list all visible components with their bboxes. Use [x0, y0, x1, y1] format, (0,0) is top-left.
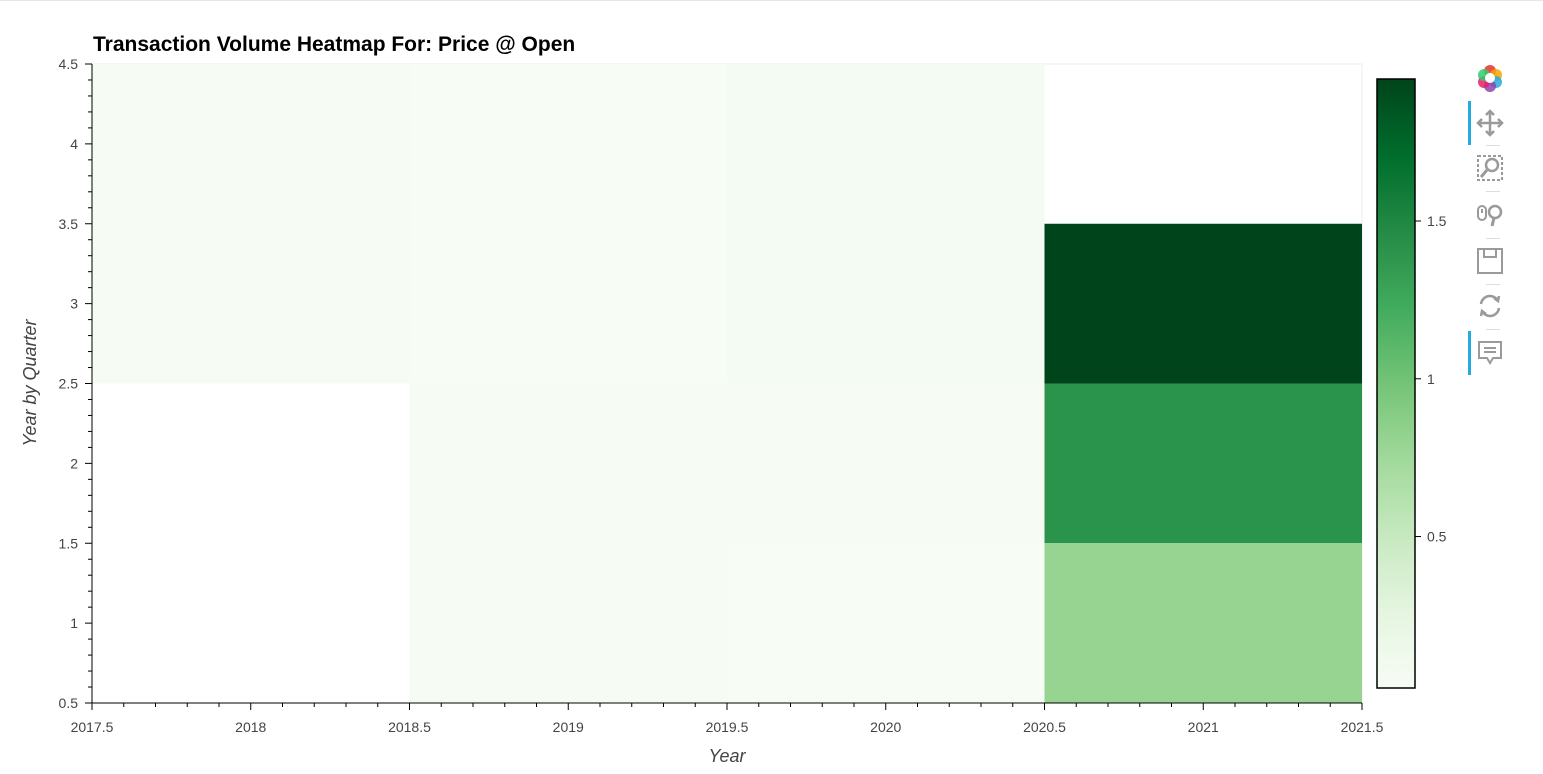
y-tick-label: 3.5: [59, 216, 79, 232]
x-axis-title: Year: [708, 746, 746, 766]
box-zoom-icon[interactable]: [1474, 152, 1506, 184]
x-tick-label: 2018: [235, 719, 266, 735]
heatmap-cell: [727, 383, 1045, 544]
save-icon[interactable]: [1474, 245, 1506, 277]
x-tick-label: 2020: [870, 719, 901, 735]
y-axis: 0.5 1 1.5 2 2.5 3 3.5 4 4.5: [59, 56, 93, 711]
x-tick-label: 2021: [1188, 719, 1219, 735]
y-tick-label: 3: [70, 296, 78, 312]
y-tick-label: 4: [70, 136, 78, 152]
reset-icon[interactable]: [1474, 290, 1506, 322]
heatmap-cells: [92, 64, 1362, 703]
y-tick-label: 2.5: [59, 376, 79, 392]
y-tick-label: 4.5: [59, 56, 79, 72]
colorbar: 0.5 1 1.5: [1376, 78, 1447, 689]
top-border: [0, 0, 1543, 1]
heatmap-cell: [409, 383, 727, 544]
bokeh-logo-icon[interactable]: [1474, 62, 1506, 94]
y-tick-label: 1: [70, 615, 78, 631]
x-tick-label: 2019.5: [706, 719, 749, 735]
y-tick-label: 1.5: [59, 535, 79, 551]
pan-icon[interactable]: [1468, 101, 1506, 145]
x-tick-label: 2018.5: [388, 719, 431, 735]
heatmap-cell: [409, 64, 727, 384]
x-tick-label: 2020.5: [1023, 719, 1066, 735]
heatmap-cell: [1044, 543, 1362, 703]
x-tick-label: 2017.5: [71, 719, 114, 735]
x-axis: 2017.5 2018 2018.5 2019 2019.5 2020 2020.5 2021…: [71, 702, 1384, 735]
heatmap-cell: [1044, 383, 1362, 544]
colorbar-gradient: [1376, 78, 1416, 689]
x-tick-label: 2021.5: [1341, 719, 1384, 735]
chart-toolbar: [1466, 58, 1516, 388]
heatmap-cell: [1044, 223, 1362, 384]
y-tick-label: 2: [70, 455, 78, 471]
y-axis-title: Year by Quarter: [20, 318, 40, 446]
colorbar-tick-label: 1: [1427, 371, 1435, 387]
hover-icon[interactable]: [1468, 331, 1506, 375]
heatmap-cell: [92, 64, 410, 384]
chart-title: Transaction Volume Heatmap For: Price @ …: [93, 33, 575, 56]
heatmap-cell: [409, 543, 727, 703]
wheel-zoom-icon[interactable]: [1474, 199, 1506, 231]
x-tick-label: 2019: [553, 719, 584, 735]
y-tick-label: 0.5: [59, 695, 79, 711]
heatmap-cell: [727, 64, 1045, 384]
colorbar-tick-label: 1.5: [1427, 213, 1447, 229]
colorbar-tick-label: 0.5: [1427, 529, 1447, 545]
heatmap-cell: [727, 543, 1045, 703]
